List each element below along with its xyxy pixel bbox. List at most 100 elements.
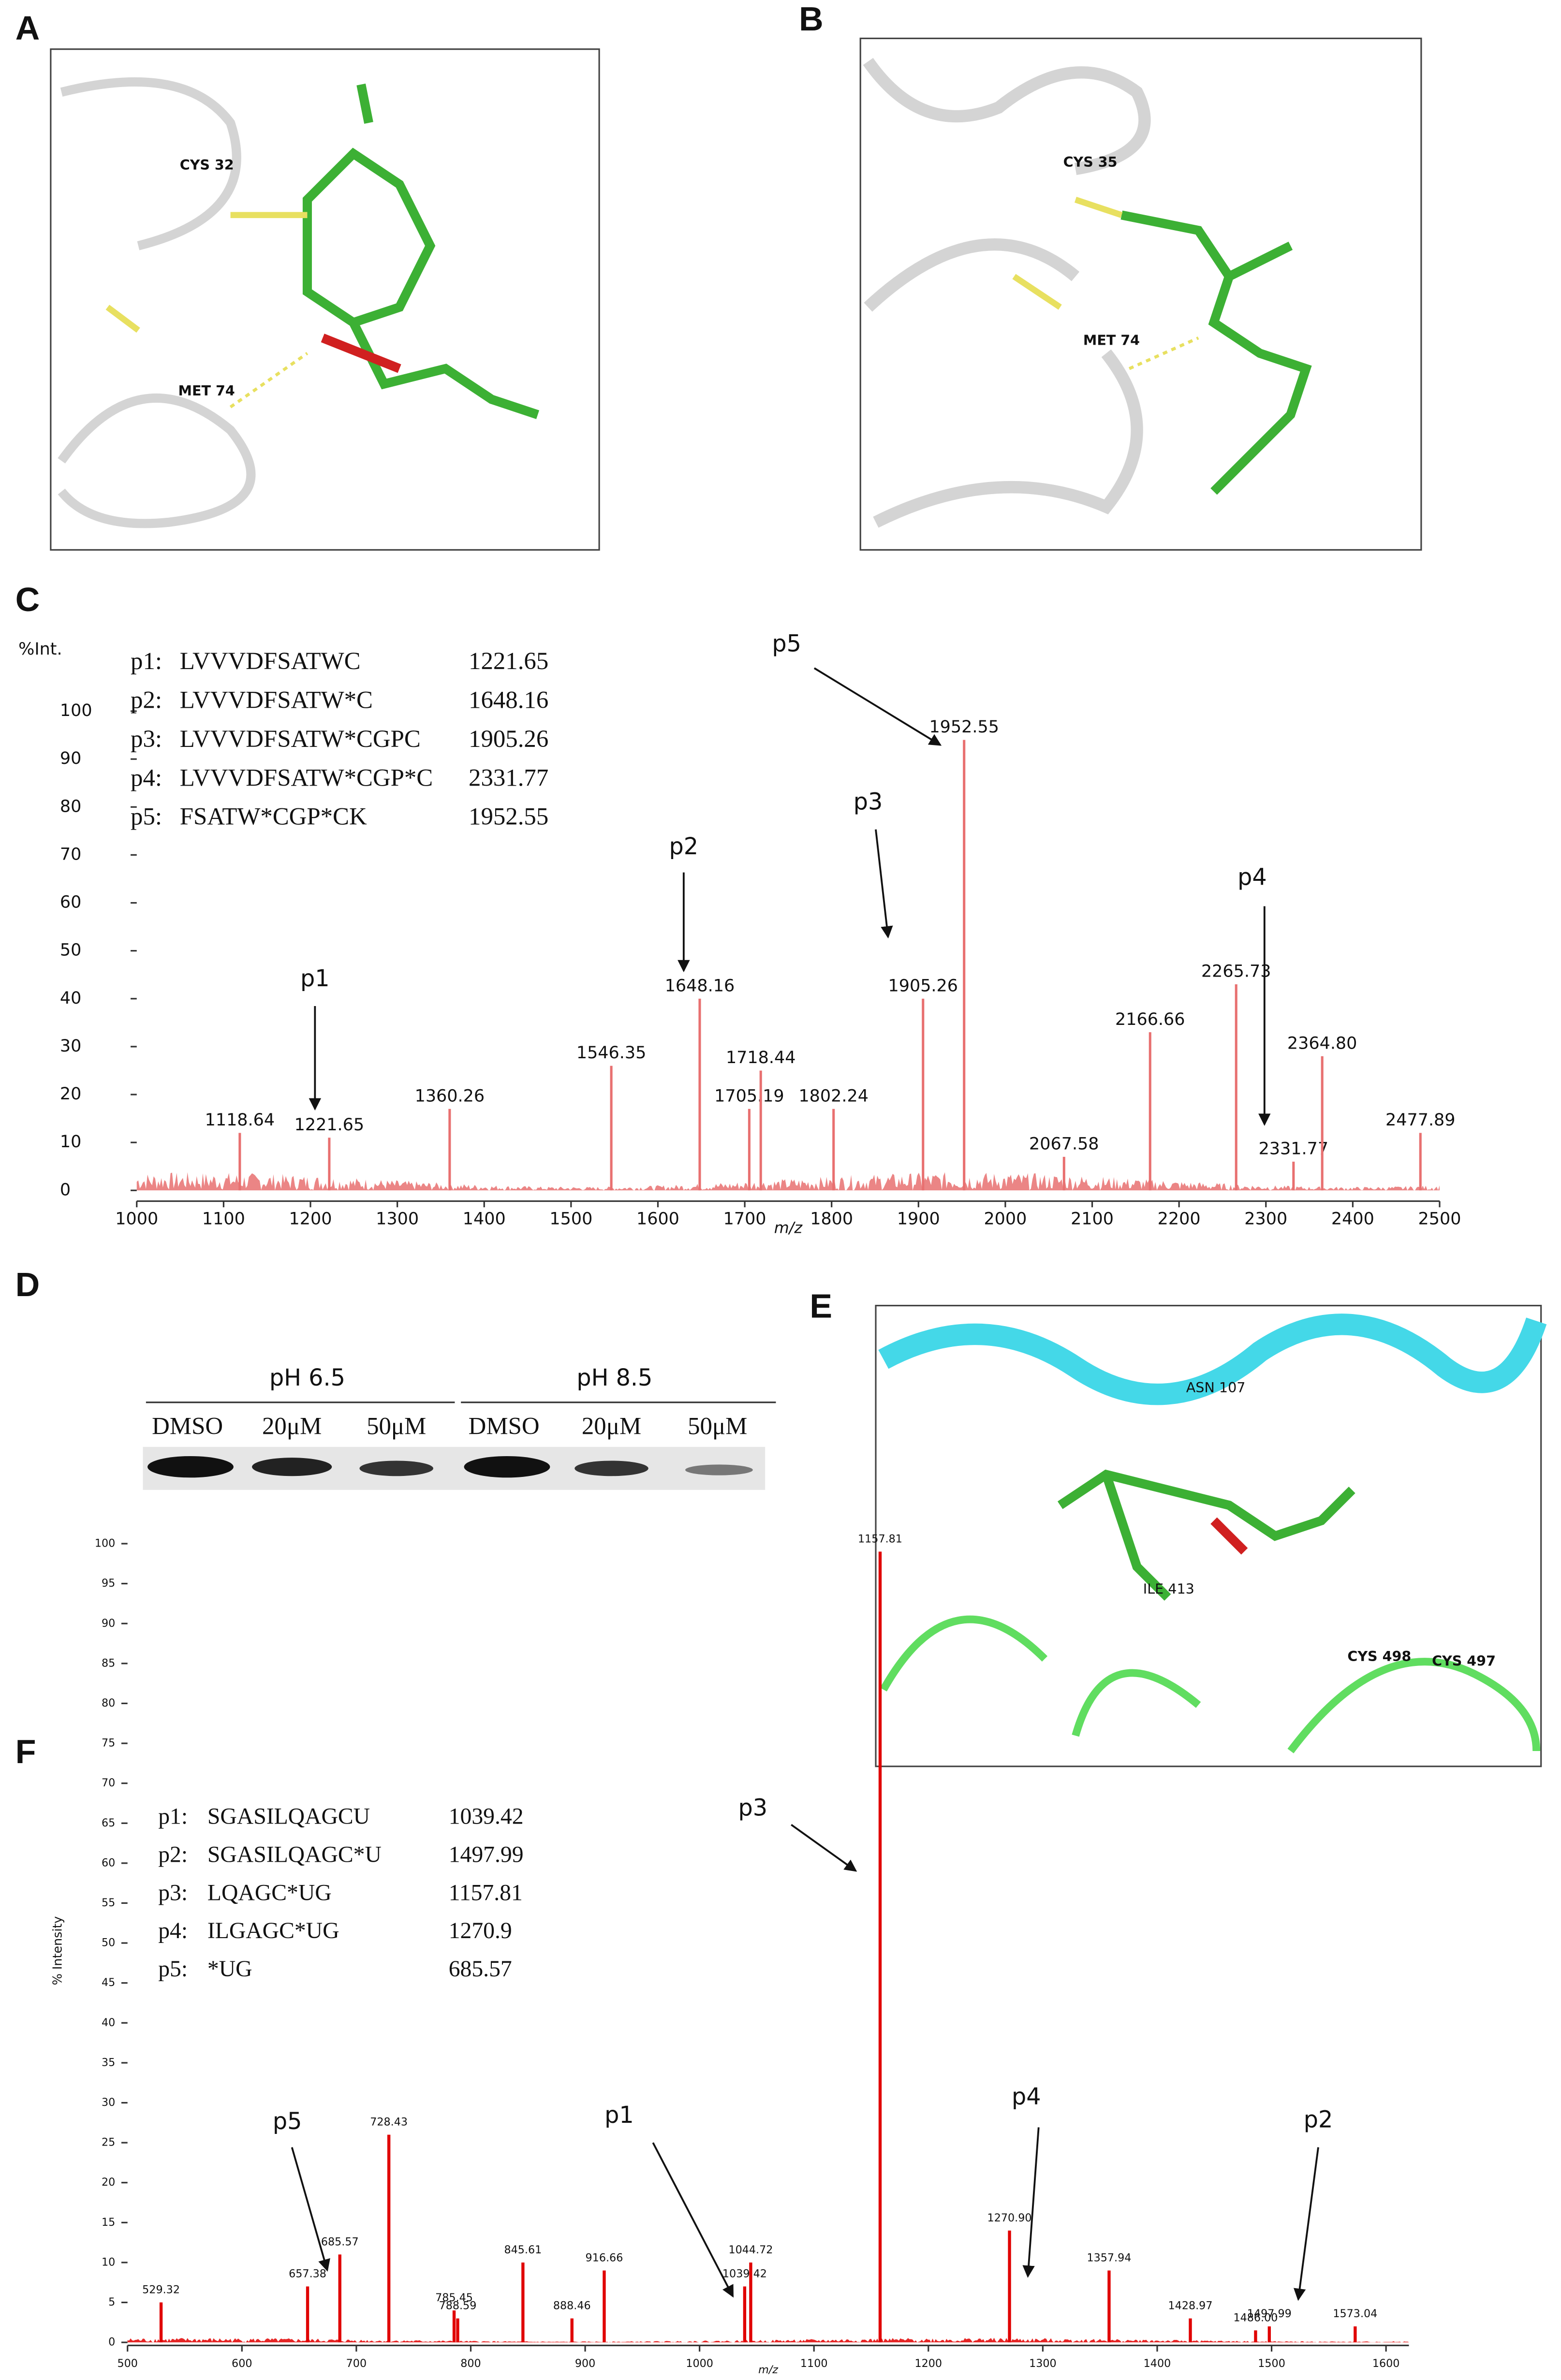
panel-label: E [810,1287,832,1325]
legend-sequence: FSATW*CGP*CK [180,803,367,830]
panel-label: D [15,1266,40,1303]
y-tick-label: 70 [102,1777,115,1789]
x-tick-label: 1900 [897,1210,940,1229]
residue-label: CYS 35 [1063,154,1118,170]
x-tick-label: 1400 [1144,2357,1171,2370]
legend-name: p5: [131,803,162,830]
y-tick-label: 80 [102,1697,115,1709]
annotation-arrow [875,829,893,939]
legend-mass: 1905.26 [469,725,548,752]
x-tick-label: 1500 [549,1210,592,1229]
structure-b: CYS 35 MET 74 [859,37,1422,551]
peak-label: 2265.73 [1201,962,1271,981]
panel-label: B [799,0,823,38]
peak-label: 1486.00 [1233,2311,1278,2324]
legend-mass: 1221.65 [469,647,548,674]
peak-label: 1221.65 [295,1115,364,1135]
peak-label: 1718.44 [726,1048,795,1067]
x-tick-label: 2300 [1244,1210,1287,1229]
structure-e: ASN 107 ILE 413 CYS 498 CYS 497 [875,1304,1547,1767]
residue-label: ASN 107 [1186,1379,1246,1396]
y-tick-label: 90 [60,749,81,768]
x-tick-label: 2100 [1071,1210,1114,1229]
peak-label: 2067.58 [1029,1134,1099,1153]
peak-label: 888.46 [553,2300,591,2312]
legend-mass: 1648.16 [469,686,548,714]
legend-sequence: SGASILQAGC*U [207,1842,382,1867]
peak-label: 657.38 [289,2268,326,2280]
legend-sequence: LQAGC*UG [207,1880,332,1905]
residue-label: CYS 497 [1432,1653,1496,1669]
legend-mass: 685.57 [449,1957,512,1982]
y-tick-label: 65 [102,1817,115,1829]
annotation: p5 [772,630,801,657]
y-tick-label: 55 [102,1897,115,1909]
peak-label: 785.45 [435,2292,473,2304]
peak-label: 1039.42 [722,2268,767,2280]
y-tick-label: 85 [102,1657,115,1669]
legend-name: p3: [158,1880,188,1905]
residue-label: ILE 413 [1143,1580,1194,1597]
y-tick-label: 40 [102,2016,115,2029]
x-tick-label: 1600 [636,1210,679,1229]
legend-sequence: LVVVDFSATW*CGPC [180,725,421,752]
residue-label: CYS 498 [1347,1648,1411,1665]
structure-a: CYS 32 MET 74 [50,48,600,551]
annotation: p3 [854,789,883,816]
legend-sequence: SGASILQAGCU [207,1804,370,1829]
y-tick-label: 0 [108,2336,115,2349]
x-tick-label: 1300 [376,1210,419,1229]
legend-name: p2: [158,1842,188,1867]
lane-label: DMSO [152,1412,223,1439]
x-axis-label: m/z [774,1220,803,1237]
y-tick-label: 25 [102,2136,115,2149]
y-tick-label: 20 [102,2176,115,2189]
peak-label: 685.57 [321,2236,359,2249]
x-tick-label: 2400 [1331,1210,1374,1229]
peak-label: 1357.94 [1087,2252,1131,2264]
residue-label: CYS 32 [180,157,234,173]
legend-name: p3: [131,725,162,752]
peak-label: 845.61 [504,2244,542,2256]
y-tick-label: 10 [102,2256,115,2268]
legend-sequence: LVVVDFSATWC [180,647,361,674]
peak-label: 2331.77 [1259,1139,1328,1158]
y-tick-label: 100 [60,701,92,720]
y-tick-label: 80 [60,797,81,816]
y-tick-label: 5 [108,2296,115,2308]
peak-label: 1428.97 [1168,2300,1213,2312]
x-tick-label: 1000 [686,2357,713,2370]
annotation-arrow [291,2147,330,2272]
x-tick-label: 800 [460,2357,481,2370]
x-axis-label: m/z [758,2364,779,2376]
legend-sequence: LVVVDFSATW*C [180,686,373,714]
x-tick-label: 700 [346,2357,367,2370]
x-tick-label: 2200 [1158,1210,1201,1229]
annotation: p1 [604,2102,634,2129]
y-tick-label: 15 [102,2216,115,2229]
x-tick-label: 1700 [723,1210,766,1229]
x-tick-label: 1000 [115,1210,158,1229]
legend-name: p1: [131,647,162,674]
legend-sequence: *UG [207,1957,252,1982]
peak-label: 1802.24 [798,1086,868,1106]
peak-label: 1648.16 [665,976,735,995]
panel-label: F [15,1733,36,1770]
legend-mass: 2331.77 [469,764,548,791]
x-tick-label: 1100 [800,2357,828,2370]
x-tick-label: 1200 [915,2357,942,2370]
y-tick-label: 75 [102,1737,115,1750]
y-tick-label: 40 [60,989,81,1008]
x-tick-label: 1600 [1372,2357,1400,2370]
x-tick-label: 1800 [810,1210,853,1229]
lane-label: 50μM [367,1412,426,1439]
annotation-arrow [813,667,942,746]
annotation-arrow [1293,2147,1319,2301]
legend-mass: 1270.9 [449,1918,512,1943]
panel-label: A [15,9,40,47]
spectrum-chart: 500 600 700 800 900 1000 1100 1200 1300 1400 1500 1… [50,1533,1409,2376]
y-tick-label: 100 [95,1537,115,1550]
residue-label: MET 74 [178,382,235,399]
